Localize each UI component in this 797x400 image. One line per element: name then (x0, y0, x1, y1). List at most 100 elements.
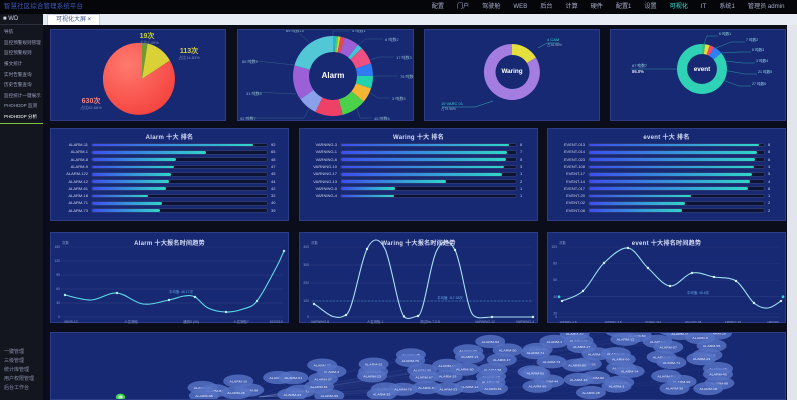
svg-text:6 吨数2: 6 吨数2 (385, 36, 399, 42)
svg-text:VARNING-8: VARNING-8 (311, 320, 329, 324)
svg-text:6 吨数1: 6 吨数1 (719, 31, 731, 36)
svg-text:VACHSC-08: VACHSC-08 (685, 320, 702, 324)
svg-text:占16.98%: 占16.98% (547, 42, 562, 47)
svg-text:45 吨数6: 45 吨数6 (374, 115, 391, 121)
svg-text:Waring: Waring (501, 68, 522, 75)
svg-text:ALARM-61: ALARM-61 (285, 377, 303, 380)
svg-text:平均值: 45.6次: 平均值: 45.6次 (687, 290, 710, 295)
svg-text:92 吨数7: 92 吨数7 (240, 115, 257, 121)
svg-text:7 吨数2: 7 吨数2 (746, 37, 758, 42)
svg-text:ALARM-61: ALARM-61 (310, 386, 328, 389)
svg-text:ALARM-43: ALARM-43 (709, 373, 727, 376)
svg-text:76 吨数4: 76 吨数4 (400, 73, 414, 79)
svg-text:19PRRC-3.8: 19PRRC-3.8 (604, 320, 621, 324)
svg-text:ALARM-35: ALARM-35 (373, 393, 391, 396)
svg-text:占79.56%: 占79.56% (441, 106, 456, 111)
svg-text:平均值: 46.17次: 平均值: 46.17次 (169, 289, 194, 294)
svg-text:Alarm: Alarm (322, 71, 345, 80)
svg-text:60: 60 (56, 287, 60, 291)
svg-text:测试No.7.0.8: 测试No.7.0.8 (420, 319, 440, 324)
svg-text:ALARM-53: ALARM-53 (440, 388, 458, 391)
svg-text:ALARM-69: ALARM-69 (321, 395, 339, 398)
svg-text:ALARM-12: ALARM-12 (617, 338, 635, 341)
svg-text:ALARM-65: ALARM-65 (527, 372, 545, 375)
svg-text:0: 0 (555, 315, 557, 319)
svg-text:ALARM-9: ALARM-9 (692, 337, 708, 340)
svg-text:ALARM-23: ALARM-23 (284, 394, 302, 397)
svg-text:ALARM-17: ALARM-17 (493, 359, 511, 362)
svg-text:100: 100 (303, 299, 309, 303)
svg-text:ALARM-81: ALARM-81 (484, 387, 502, 390)
svg-text:300: 300 (303, 263, 309, 267)
svg-text:19PRRC-2.8: 19PRRC-2.8 (559, 320, 576, 324)
svg-text:ALARM-67: ALARM-67 (415, 376, 433, 379)
svg-text:ALARM-29: ALARM-29 (439, 375, 457, 378)
svg-text:ALARM-69: ALARM-69 (612, 358, 630, 361)
svg-text:4 CAM: 4 CAM (547, 37, 559, 42)
svg-text:5 吨数3: 5 吨数3 (752, 47, 764, 52)
svg-text:89 吨数10: 89 吨数10 (286, 30, 305, 33)
svg-text:ALARM-3: ALARM-3 (609, 385, 625, 388)
svg-text:ALARM-10: ALARM-10 (229, 380, 247, 383)
svg-text:ALARM-26: ALARM-26 (227, 392, 245, 395)
svg-text:19次: 19次 (140, 31, 155, 40)
svg-text:120: 120 (54, 259, 60, 263)
svg-text:ALARM-36: ALARM-36 (666, 387, 684, 390)
svg-text:ALARM-93: ALARM-93 (481, 340, 499, 343)
svg-text:3 吨数5: 3 吨数5 (392, 95, 406, 101)
svg-text:ALARM-1: ALARM-1 (547, 340, 563, 343)
svg-text:ALARM-71: ALARM-71 (663, 361, 681, 364)
svg-text:5 吨数1: 5 吨数1 (352, 30, 366, 33)
svg-text:19 VARC 01: 19 VARC 01 (441, 101, 464, 106)
svg-text:占比82.68%: 占比82.68% (80, 104, 102, 110)
svg-text:人名测验7: 人名测验7 (233, 319, 249, 324)
svg-text:ALARM-12: ALARM-12 (461, 385, 479, 388)
svg-text:占比14.83%: 占比14.83% (178, 54, 200, 60)
svg-text:10/03/13: 10/03/13 (269, 320, 282, 324)
svg-text:80: 80 (553, 262, 557, 266)
svg-text:3 吨数4: 3 吨数4 (756, 58, 768, 63)
svg-text:31 吨数8: 31 吨数8 (246, 90, 263, 96)
svg-text:86 吨数9: 86 吨数9 (242, 58, 259, 64)
svg-text:ALARM-71: ALARM-71 (527, 352, 545, 355)
svg-text:ALARM-28: ALARM-28 (582, 391, 600, 394)
svg-text:ALARM-60: ALARM-60 (529, 385, 547, 388)
svg-text:VARNING-4: VARNING-4 (516, 320, 534, 324)
svg-text:21 吨数5: 21 吨数5 (758, 69, 772, 74)
svg-text:86.0%: 86.0% (632, 69, 644, 74)
svg-text:ALARM-90: ALARM-90 (456, 368, 474, 371)
svg-text:ALARM-16: ALARM-16 (570, 378, 588, 381)
svg-text:60: 60 (553, 278, 557, 282)
svg-text:ALARM-48: ALARM-48 (195, 395, 213, 398)
svg-text:ALARM-57: ALARM-57 (659, 346, 677, 349)
svg-text:人名测验: 人名测验 (124, 319, 138, 324)
svg-text:0: 0 (58, 315, 60, 319)
svg-text:27 吨数6: 27 吨数6 (752, 81, 766, 86)
svg-text:VCHEC-311: VCHEC-311 (645, 320, 662, 324)
svg-text:90: 90 (56, 273, 60, 277)
svg-text:0: 0 (307, 315, 309, 319)
svg-text:通测3 (44): 通测3 (44) (183, 319, 199, 324)
svg-text:19PRRC-45: 19PRRC-45 (725, 320, 742, 324)
svg-text:ALARM-23: ALARM-23 (693, 358, 711, 361)
svg-text:ALARM-65: ALARM-65 (418, 386, 436, 389)
svg-text:ALARM-83: ALARM-83 (568, 364, 586, 367)
svg-text:VARNING-12: VARNING-12 (475, 320, 495, 324)
svg-text:ALARM-73: ALARM-73 (543, 361, 561, 364)
svg-text:占比2.49%: 占比2.49% (139, 39, 159, 45)
svg-text:113次: 113次 (180, 46, 198, 55)
svg-text:30: 30 (56, 301, 60, 305)
svg-text:200: 200 (303, 281, 309, 285)
svg-text:ALARM-27: ALARM-27 (573, 346, 591, 349)
svg-text:ALARM-70: ALARM-70 (401, 359, 419, 362)
svg-text:08/09-13: 08/09-13 (64, 320, 77, 324)
svg-text:17 吨数3: 17 吨数3 (396, 54, 413, 60)
svg-text:ALARM-79: ALARM-79 (394, 388, 412, 391)
svg-text:630次: 630次 (82, 96, 101, 105)
svg-text:ALARM-21: ALARM-21 (461, 356, 479, 359)
svg-text:40: 40 (553, 295, 557, 299)
svg-text:19PRRC: 19PRRC (767, 320, 780, 324)
svg-text:人名测验-1: 人名测验-1 (367, 319, 384, 324)
svg-text:67 吨数7: 67 吨数7 (632, 63, 647, 68)
svg-text:ALARM-23: ALARM-23 (363, 375, 381, 378)
